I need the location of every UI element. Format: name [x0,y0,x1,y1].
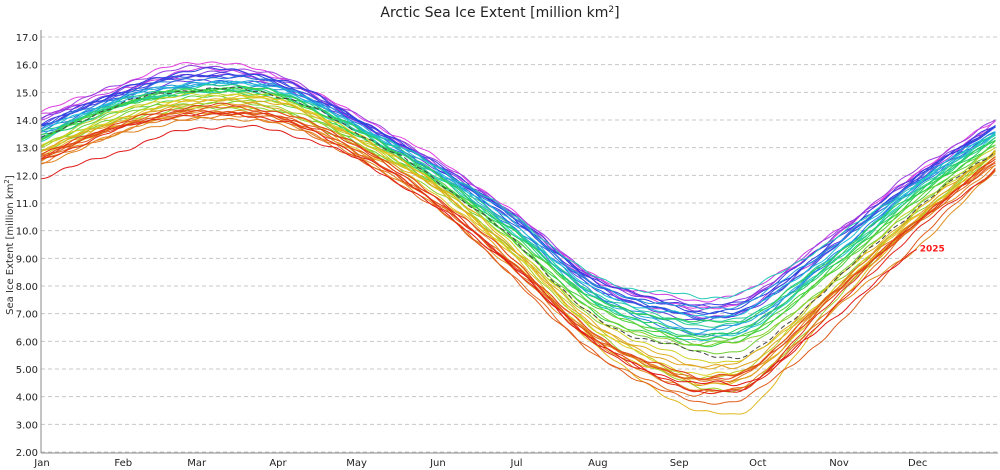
ylabel-superscript: 2 [3,179,11,183]
reference-dashed-line [40,86,996,360]
y-tick-label: 10.0 [16,227,38,238]
series-line-2009 [40,93,996,364]
x-tick-label: Sep [670,458,689,469]
series-line-2010 [40,95,996,376]
series-line-1993 [40,80,996,335]
y-tick-label: 11.0 [16,199,38,210]
y-tick-label: 5.00 [16,365,38,376]
series-line-1979 [40,61,996,310]
x-axis-ticks: Jan Feb Mar Apr May Jun Jul Aug Sep Oct Nov Dec [33,458,927,469]
y-tick-label: 17.0 [16,33,38,44]
grid-lines [41,36,998,453]
y-tick-label: 7.00 [16,310,38,321]
series-line-2024 [40,111,996,395]
x-tick-label: Feb [114,458,132,469]
series-line-1982 [40,64,996,312]
series-line-2020 [40,105,996,405]
series-line-2023 [40,111,996,393]
chart-title: Arctic Sea Ice Extent [million km2] [380,5,619,21]
y-tick-label: 14.0 [16,116,38,127]
title-superscript: 2 [608,5,614,15]
y-tick-label: 6.00 [16,337,38,348]
x-tick-label: Jul [510,458,523,469]
series-line-2001 [40,85,996,323]
y-tick-label: 3.00 [16,420,38,431]
x-tick-label: Jan [33,458,49,469]
series-line-1992 [40,80,996,310]
series-line-2007 [40,99,996,393]
y-tick-label: 8.00 [16,282,38,293]
x-tick-label: Apr [269,458,287,469]
series-line-2025 [40,124,917,387]
series-line-2015 [40,111,996,386]
y-tick-label: 15.0 [16,88,38,99]
series-lines [40,61,996,415]
x-tick-label: May [346,458,367,469]
title-text: Arctic Sea Ice Extent [million km [380,5,608,21]
x-tick-label: Mar [187,458,207,469]
series-line-2019 [40,109,996,397]
x-tick-label: Oct [749,458,766,469]
series-line-2005 [40,100,996,355]
y-tick-label: 9.00 [16,254,38,265]
y-tick-label: 2.00 [16,448,38,459]
y-axis-label: Sea Ice Extent [million km2] [3,175,16,315]
series-line-2022 [40,102,996,380]
y-tick-label: 16.0 [16,61,38,72]
x-tick-label: Aug [588,458,608,469]
series-line-2004 [40,95,996,346]
x-tick-label: Jun [429,458,446,469]
y-axis-ticks: 2.00 3.00 4.00 5.00 6.00 7.00 8.00 9.00 10.0 11.0… [16,33,38,459]
series-line-1999 [40,89,996,338]
annotation-2025: 2025 [920,245,945,255]
series-line-2017 [40,116,996,381]
ylabel-text: Sea Ice Extent [million km [5,184,16,315]
title-end: ] [614,5,619,21]
series-line-1996 [40,88,996,300]
y-tick-label: 4.00 [16,393,38,404]
series-line-1994 [40,80,996,319]
x-tick-label: Nov [829,458,849,469]
series-line-2000 [40,87,996,337]
y-tick-label: 12.0 [16,171,38,182]
y-tick-label: 13.0 [16,144,38,155]
series-line-2021 [40,109,996,380]
ylabel-end: ] [5,175,16,179]
x-tick-label: Dec [908,458,927,469]
